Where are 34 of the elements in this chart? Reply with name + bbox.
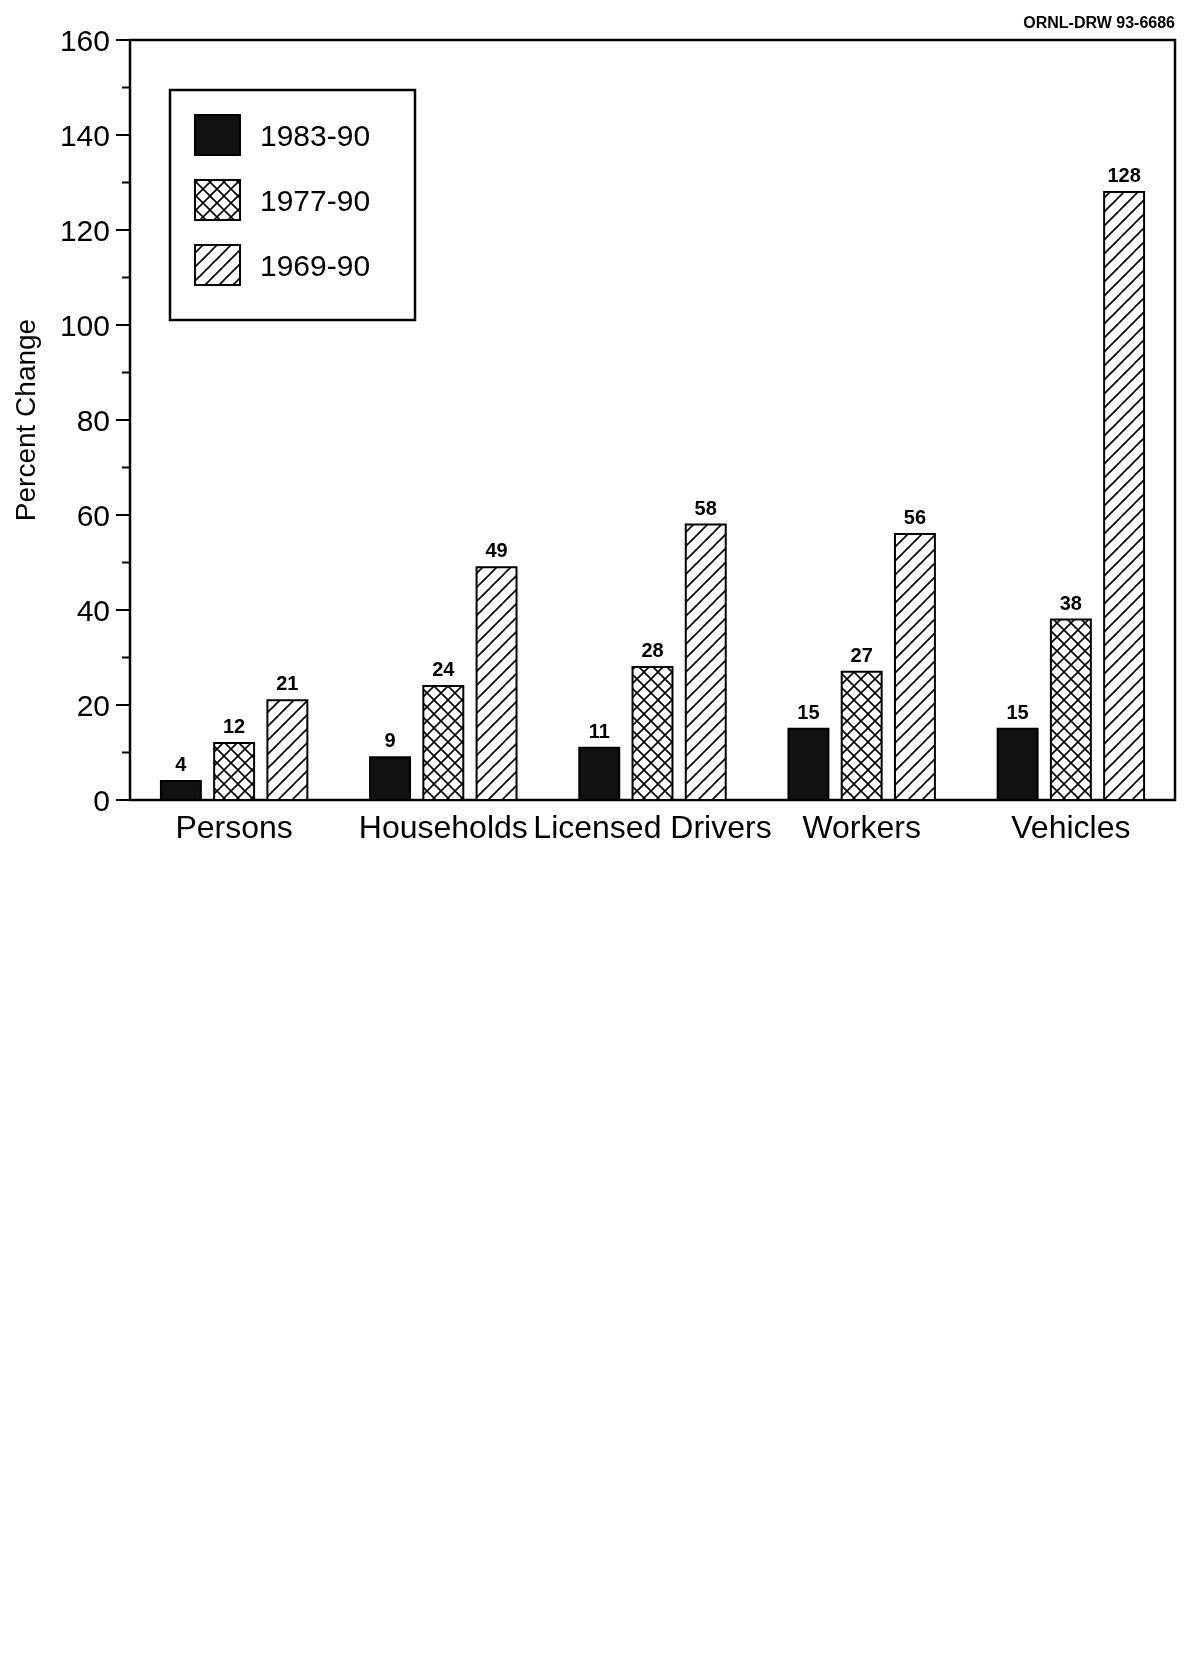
- data-label: 27: [850, 643, 873, 666]
- legend-label: 1969-90: [260, 248, 371, 282]
- data-label: 28: [641, 639, 664, 661]
- y-tick-label: 60: [76, 498, 110, 532]
- legend-label: 1977-90: [260, 183, 371, 217]
- text: ORNL-DRW 93-6686: [1023, 14, 1176, 31]
- y-axis-title: Percent Change: [10, 318, 41, 522]
- data-label: 9: [384, 729, 396, 752]
- y-tick-label: 0: [93, 783, 110, 817]
- data-label: 4: [175, 753, 188, 775]
- data-label: 21: [276, 672, 299, 695]
- data-label: 24: [432, 658, 456, 680]
- data-label: 38: [1059, 591, 1082, 614]
- data-label: 11: [588, 719, 610, 742]
- y-tick-label: 100: [59, 308, 110, 342]
- data-label: 15: [797, 700, 820, 723]
- x-tick-label: Households: [358, 809, 528, 845]
- data-label: 12: [223, 715, 246, 737]
- y-tick-label: 120: [59, 213, 110, 247]
- y-tick-label: 20: [76, 688, 110, 722]
- data-label: 58: [694, 496, 717, 519]
- legend-label: 1983-90: [260, 118, 371, 152]
- x-tick-label: Persons: [175, 809, 293, 845]
- y-tick-label: 40: [76, 593, 110, 627]
- y-tick-label: 160: [59, 23, 110, 57]
- y-tick-label: 140: [59, 118, 110, 152]
- data-label: 128: [1107, 164, 1141, 186]
- x-tick-label: Vehicles: [1011, 809, 1131, 845]
- data-label: 49: [485, 539, 508, 562]
- x-tick-label: Licensed Drivers: [533, 809, 772, 845]
- x-tick-label: Workers: [802, 809, 921, 845]
- y-tick-label: 80: [76, 403, 110, 437]
- data-label: 15: [1006, 700, 1029, 723]
- data-label: 56: [903, 506, 927, 528]
